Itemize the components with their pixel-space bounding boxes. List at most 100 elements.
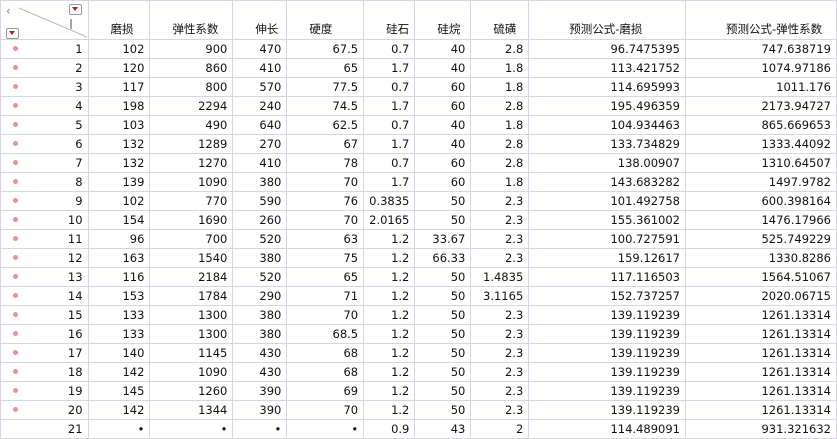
row-number[interactable]: 8 [0,172,89,192]
table-cell[interactable]: 132 [87,134,151,154]
table-cell[interactable]: 77.5 [286,77,365,97]
table-cell[interactable]: 410 [232,153,288,173]
table-cell[interactable]: 410 [232,58,288,78]
table-cell[interactable]: 154 [87,210,151,230]
table-cell[interactable]: 143.683282 [528,172,686,192]
row-number[interactable]: 6 [0,134,89,154]
table-cell[interactable]: 525.749229 [684,229,837,249]
row-number[interactable]: 10 [0,210,89,230]
table-cell[interactable]: 1.7 [363,96,416,116]
table-cell[interactable]: 104.934463 [528,115,686,135]
table-cell[interactable]: 1.2 [363,343,416,363]
table-cell[interactable]: 67.5 [286,39,365,59]
table-cell[interactable]: 1.2 [363,305,416,325]
table-cell[interactable]: 50 [414,191,472,211]
table-cell[interactable]: 142 [87,362,151,382]
table-cell[interactable]: 2.8 [470,153,530,173]
table-cell[interactable]: 50 [414,343,472,363]
table-cell[interactable]: 490 [149,115,234,135]
table-cell[interactable]: 138.00907 [528,153,686,173]
table-cell[interactable]: 865.669653 [684,115,837,135]
row-number[interactable]: 2 [0,58,89,78]
table-cell[interactable]: • [87,419,151,439]
table-cell[interactable]: 1300 [149,324,234,344]
table-cell[interactable]: 68 [286,362,365,382]
table-cell[interactable]: 590 [232,191,288,211]
table-cell[interactable]: 142 [87,400,151,420]
table-cell[interactable]: 2.3 [470,343,530,363]
table-row[interactable]: 18 142 1090 430 68 1.2 50 2.3 139.119239 1261.133… [0,362,837,382]
table-cell[interactable]: 700 [149,229,234,249]
table-row[interactable]: 9 102 770 590 76 0.3835 50 2.3 101.492758 600.398… [0,191,837,211]
table-cell[interactable]: 1261.13314 [684,362,837,382]
table-cell[interactable]: 640 [232,115,288,135]
table-cell[interactable]: 50 [414,324,472,344]
row-number[interactable]: 3 [0,77,89,97]
row-number[interactable]: 9 [0,191,89,211]
table-cell[interactable]: 1.8 [470,172,530,192]
table-row[interactable]: 2 120 860 410 65 1.7 40 1.8 113.421752 1074.97186 [0,58,837,78]
table-cell[interactable]: 2184 [149,267,234,287]
table-cell[interactable]: 1330.8286 [684,248,837,268]
table-cell[interactable]: 152.737257 [528,286,686,306]
column-header[interactable]: 磨损 [87,0,151,40]
row-number[interactable]: 12 [0,248,89,268]
table-cell[interactable]: 40 [414,39,472,59]
table-cell[interactable]: 1145 [149,343,234,363]
table-cell[interactable]: 114.695993 [528,77,686,97]
table-cell[interactable]: 2.0165 [363,210,416,230]
table-cell[interactable]: 2.3 [470,248,530,268]
table-cell[interactable]: 50 [414,381,472,401]
table-cell[interactable]: 390 [232,400,288,420]
table-cell[interactable]: 117 [87,77,151,97]
table-cell[interactable]: 1261.13314 [684,324,837,344]
table-cell[interactable]: 50 [414,286,472,306]
table-cell[interactable]: 800 [149,77,234,97]
row-number[interactable]: 4 [0,96,89,116]
table-cell[interactable]: 0.7 [363,153,416,173]
table-cell[interactable]: 0.7 [363,39,416,59]
column-header[interactable]: 预测公式-弹性系数 [684,0,837,40]
table-cell[interactable]: 50 [414,267,472,287]
row-number[interactable]: 13 [0,267,89,287]
table-cell[interactable]: 1261.13314 [684,400,837,420]
table-cell[interactable]: 159.12617 [528,248,686,268]
table-cell[interactable]: • [232,419,288,439]
table-cell[interactable]: 430 [232,362,288,382]
table-cell[interactable]: 117.116503 [528,267,686,287]
table-cell[interactable]: 65 [286,58,365,78]
table-cell[interactable]: 133 [87,305,151,325]
table-row[interactable]: 10 154 1690 260 70 2.0165 50 2.3 155.361002 1476.… [0,210,837,230]
table-cell[interactable]: 96.7475395 [528,39,686,59]
table-cell[interactable]: 113.421752 [528,58,686,78]
table-cell[interactable]: 76 [286,191,365,211]
table-cell[interactable]: 470 [232,39,288,59]
table-cell[interactable]: 1.7 [363,172,416,192]
table-row[interactable]: 13 116 2184 520 65 1.2 50 1.4835 117.116503 1564.… [0,267,837,287]
rows-menu-icon[interactable] [6,28,19,39]
row-number[interactable]: 14 [0,286,89,306]
table-cell[interactable]: 153 [87,286,151,306]
table-cell[interactable]: 1261.13314 [684,305,837,325]
columns-panel-icon[interactable] [70,19,80,29]
table-cell[interactable]: 520 [232,229,288,249]
table-cell[interactable]: 1011.176 [684,77,837,97]
table-cell[interactable]: 102 [87,191,151,211]
table-cell[interactable]: 520 [232,267,288,287]
table-row[interactable]: 14 153 1784 290 71 1.2 50 3.1165 152.737257 2020.… [0,286,837,306]
table-cell[interactable]: 60 [414,153,472,173]
table-row[interactable]: 8 139 1090 380 70 1.7 60 1.8 143.683282 1497.9782 [0,172,837,192]
table-cell[interactable]: 2.8 [470,96,530,116]
table-cell[interactable]: 0.3835 [363,191,416,211]
table-cell[interactable]: 63 [286,229,365,249]
table-cell[interactable]: 2294 [149,96,234,116]
table-cell[interactable]: 2.3 [470,324,530,344]
table-cell[interactable]: 60 [414,77,472,97]
table-cell[interactable]: 1.4835 [470,267,530,287]
table-cell[interactable]: 1.8 [470,58,530,78]
table-cell[interactable]: 74.5 [286,96,365,116]
table-cell[interactable]: 3.1165 [470,286,530,306]
table-cell[interactable]: 390 [232,381,288,401]
table-cell[interactable]: 195.496359 [528,96,686,116]
table-cell[interactable]: 133.734829 [528,134,686,154]
